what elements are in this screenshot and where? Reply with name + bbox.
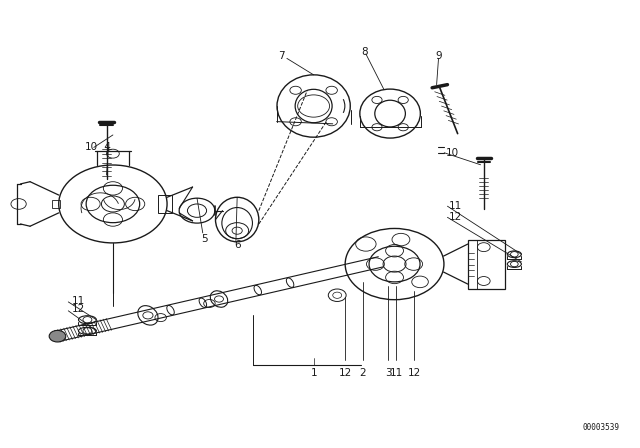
Text: 5: 5 <box>201 234 207 244</box>
Text: 1: 1 <box>310 368 317 378</box>
Text: 00003539: 00003539 <box>582 423 620 432</box>
Text: 3: 3 <box>385 368 392 378</box>
Text: 8: 8 <box>362 47 368 57</box>
Text: 10: 10 <box>446 148 460 158</box>
Text: 9: 9 <box>435 51 442 61</box>
Text: 12: 12 <box>339 368 352 378</box>
Text: 11: 11 <box>390 368 403 378</box>
Text: 7: 7 <box>278 51 285 61</box>
Text: 4: 4 <box>101 142 111 152</box>
Text: 11: 11 <box>449 201 462 211</box>
Text: 6: 6 <box>234 241 241 250</box>
Text: 10: 10 <box>85 142 99 152</box>
Text: 2: 2 <box>360 368 366 378</box>
Bar <box>468 240 505 289</box>
Text: 12: 12 <box>72 305 84 314</box>
Bar <box>157 195 172 213</box>
Text: 12: 12 <box>449 212 462 222</box>
Text: 12: 12 <box>408 368 421 378</box>
Circle shape <box>49 331 66 342</box>
Bar <box>52 199 60 208</box>
Text: 11: 11 <box>72 296 84 306</box>
